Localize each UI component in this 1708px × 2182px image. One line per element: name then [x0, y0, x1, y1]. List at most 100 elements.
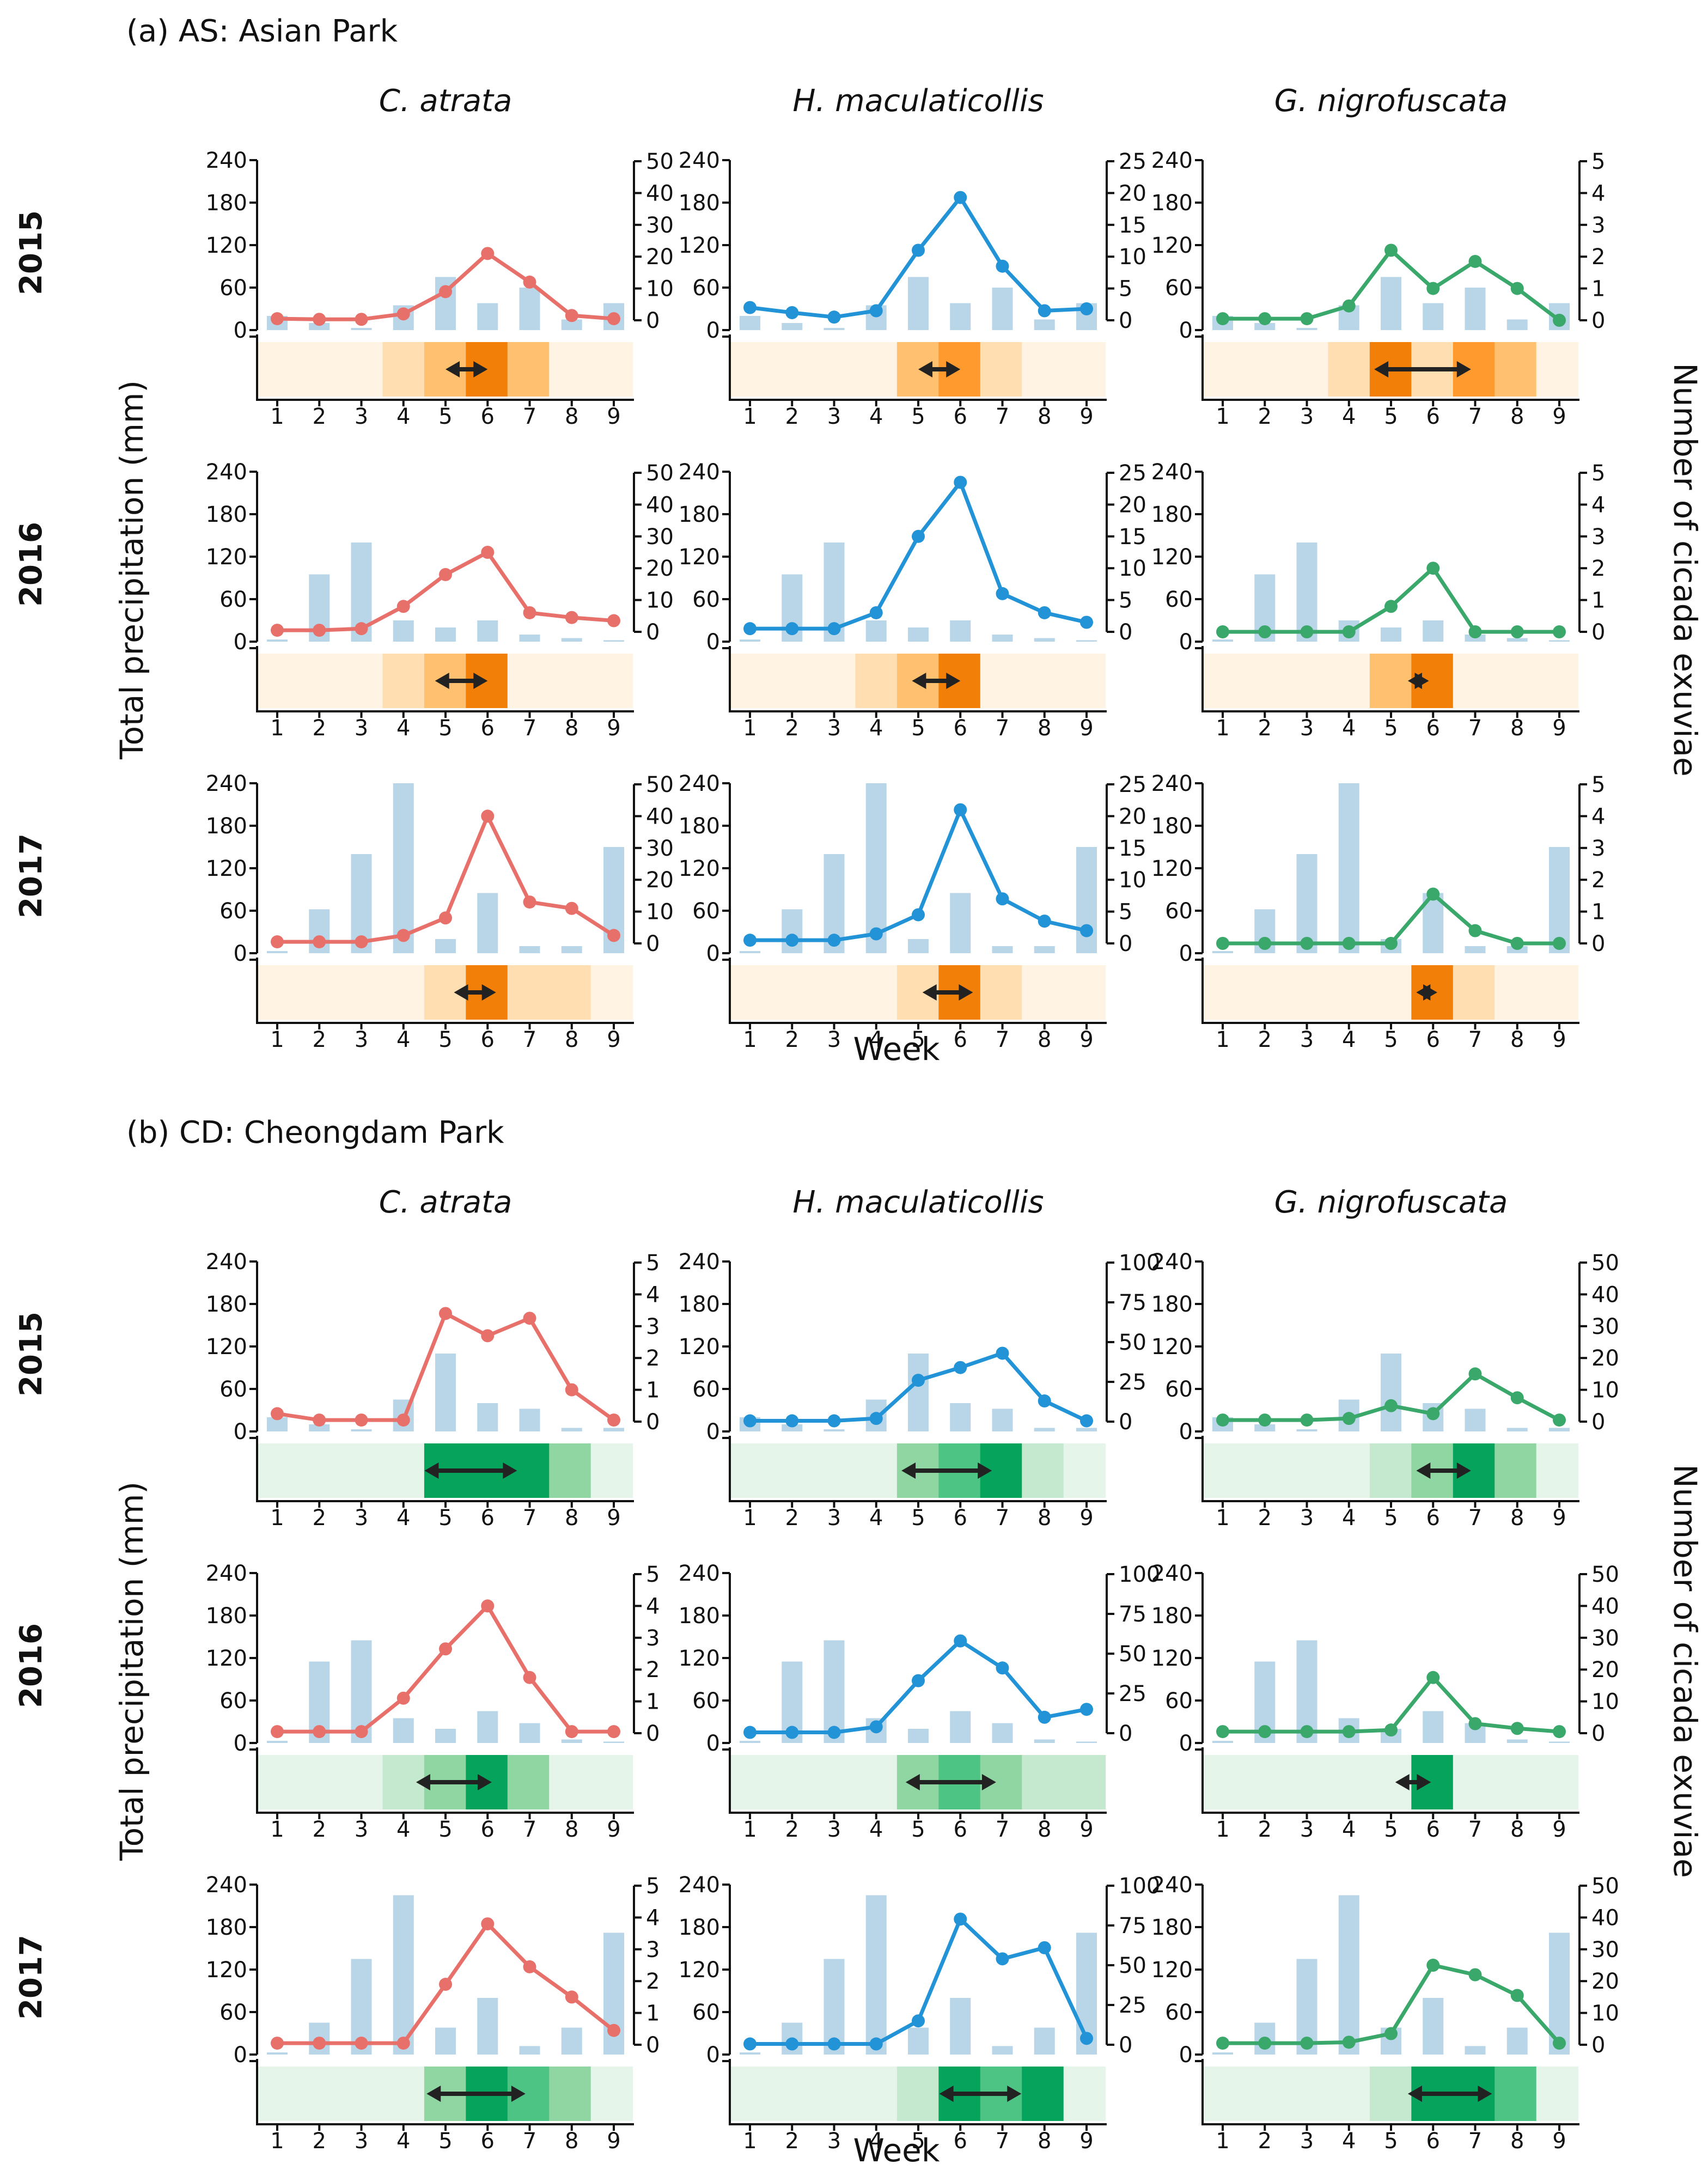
precipitation-bar [309, 323, 330, 330]
exuviae-count-point [481, 809, 495, 823]
exuviae-tick-label: 30 [646, 836, 674, 861]
precipitation-bar [908, 1354, 929, 1431]
precipitation-bar [1254, 323, 1276, 330]
heat-cell [772, 1755, 814, 1809]
week-tick-label: 5 [1384, 1817, 1398, 1842]
heat-cell [549, 1443, 591, 1498]
precipitation-bar [1381, 1354, 1401, 1431]
precipitation-bar [1212, 639, 1233, 642]
precipitation-bar [1296, 328, 1317, 330]
panel-a-title: (a) AS: Asian Park [126, 14, 398, 49]
precipitation-tick-label: 0 [1179, 2043, 1193, 2068]
precipitation-tick-label: 120 [206, 1958, 247, 1983]
arrowhead-right [503, 1462, 517, 1479]
exuviae-count-point [743, 301, 757, 314]
precipitation-tick-label: 240 [1151, 1250, 1193, 1275]
precipitation-bar [1034, 1428, 1055, 1431]
exuviae-count-point [996, 587, 1009, 600]
heat-cell [813, 965, 856, 1020]
exuviae-count-point [481, 546, 495, 559]
exuviae-count-point [565, 611, 578, 624]
arrowhead-right [1007, 2086, 1022, 2102]
precipitation-bar [992, 635, 1013, 642]
precipitation-tick-label: 60 [692, 899, 720, 924]
exuviae-count-point [523, 606, 536, 619]
year-label: 2015 [14, 1312, 49, 1397]
heat-cell [299, 1755, 341, 1809]
exuviae-tick-label: 25 [1119, 1370, 1146, 1395]
exuviae-count-point [313, 935, 326, 949]
panel-asian-park: (a) AS: Asian Park C. atrata H. maculatic… [14, 14, 1704, 1068]
week-tick-label: 8 [1038, 716, 1051, 741]
exuviae-tick-label: 0 [646, 1721, 660, 1746]
exuviae-count-point [869, 927, 883, 941]
precipitation-tick-label: 120 [1151, 1334, 1193, 1360]
heat-cell [1245, 2067, 1287, 2121]
exuviae-count-point [1080, 924, 1093, 937]
precipitation-tick-label: 180 [206, 502, 247, 527]
precipitation-bar [1296, 854, 1317, 953]
exuviae-count-point [912, 529, 925, 543]
arrowhead-right [1417, 1774, 1431, 1790]
week-tick-label: 7 [1468, 404, 1482, 429]
subplot: 0 60 120 180 240 0 25 50 75 100 1 2 3 4 5 6 7 8 9 [679, 1873, 1161, 2154]
week-tick-label: 3 [355, 1817, 368, 1842]
heat-cell [507, 1755, 550, 1809]
exuviae-count-point [1468, 924, 1482, 937]
heat-cell [813, 2067, 856, 2121]
precipitation-bar [1034, 1739, 1055, 1743]
week-tick-label: 8 [1510, 1506, 1524, 1531]
exuviae-count-point [439, 1642, 452, 1656]
arrowhead-left [435, 673, 449, 689]
exuviae-count-point [996, 1661, 1009, 1675]
exuviae-count-point [271, 312, 284, 326]
exuviae-count-point [1216, 937, 1229, 950]
heat-cell [299, 654, 341, 708]
heat-cell [382, 965, 425, 1020]
exuviae-tick-label: 5 [646, 1874, 660, 1899]
precipitation-bar [1465, 2046, 1486, 2055]
exuviae-tick-label: 0 [1119, 1410, 1132, 1435]
precipitation-bar [740, 951, 760, 953]
exuviae-count-point [827, 1726, 841, 1739]
exuviae-count-point [996, 259, 1009, 273]
precipitation-tick-label: 180 [1151, 191, 1193, 216]
exuviae-tick-label: 15 [1119, 213, 1146, 238]
precipitation-tick-label: 60 [1165, 1377, 1193, 1402]
week-tick-label: 2 [785, 1817, 799, 1842]
exuviae-count-point [1426, 282, 1440, 295]
week-tick-label: 7 [1468, 1817, 1482, 1842]
week-tick-label: 5 [1384, 1027, 1398, 1052]
y-axis-title-left: Total precipitation (mm) [113, 1482, 150, 1861]
precipitation-bar [519, 2046, 540, 2055]
arrowhead-left [901, 1462, 916, 1479]
week-tick-label: 1 [1216, 1506, 1229, 1531]
week-tick-label: 2 [785, 1027, 799, 1052]
heat-cell [1494, 654, 1537, 708]
week-tick-label: 5 [911, 1506, 925, 1531]
week-tick-label: 7 [996, 1506, 1009, 1531]
week-tick-label: 3 [355, 1027, 368, 1052]
week-tick-label: 4 [396, 1817, 410, 1842]
precipitation-bar [1549, 1428, 1570, 1431]
week-tick-label: 5 [438, 404, 452, 429]
precipitation-tick-label: 180 [1151, 1604, 1193, 1629]
exuviae-count-point [313, 313, 326, 326]
exuviae-count-point [996, 1952, 1009, 1966]
precipitation-tick-label: 60 [219, 587, 247, 612]
week-tick-label: 9 [1079, 1506, 1093, 1531]
precipitation-tick-label: 240 [679, 1561, 720, 1586]
week-tick-label: 1 [743, 1506, 757, 1531]
exuviae-tick-label: 1 [1591, 277, 1605, 302]
heat-cell [340, 965, 383, 1020]
exuviae-tick-label: 0 [646, 2033, 660, 2058]
exuviae-count-point [1384, 937, 1398, 950]
arrowhead-right [477, 1774, 492, 1790]
y-axis-title-right: Number of cicada exuviae [1667, 1464, 1704, 1878]
exuviae-tick-label: 4 [1591, 492, 1605, 517]
week-tick-label: 6 [1426, 1506, 1440, 1531]
exuviae-count-point [355, 313, 368, 326]
subplot: 0 60 120 180 240 0 1 2 3 4 5 1 2 3 4 5 6 7 8 9 [206, 1250, 660, 1531]
precipitation-tick-label: 0 [234, 318, 247, 343]
precipitation-tick-label: 180 [679, 1604, 720, 1629]
